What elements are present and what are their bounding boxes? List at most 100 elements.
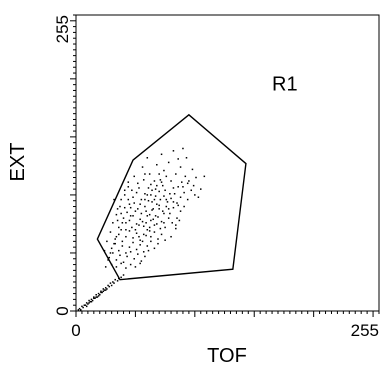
data-point bbox=[150, 235, 152, 238]
gate-label: R1 bbox=[272, 73, 298, 95]
data-point bbox=[167, 161, 170, 164]
data-point bbox=[125, 222, 127, 224]
data-point bbox=[191, 168, 194, 171]
data-point bbox=[160, 220, 163, 223]
data-point bbox=[169, 212, 171, 215]
data-point bbox=[153, 231, 156, 233]
data-point bbox=[131, 189, 133, 192]
data-point bbox=[183, 191, 185, 194]
data-point bbox=[78, 307, 81, 310]
data-point bbox=[112, 281, 114, 283]
data-point bbox=[156, 163, 158, 166]
data-point bbox=[182, 147, 184, 150]
data-point bbox=[167, 217, 170, 219]
data-point bbox=[103, 289, 106, 291]
data-point bbox=[91, 299, 94, 302]
y-axis-label: EXT bbox=[7, 143, 29, 182]
data-point bbox=[119, 205, 121, 208]
data-point bbox=[194, 194, 196, 196]
data-point bbox=[113, 198, 115, 201]
x-axis-minor-ticks bbox=[75, 311, 380, 317]
data-point bbox=[113, 282, 115, 284]
data-point bbox=[128, 246, 131, 248]
data-point bbox=[144, 255, 146, 258]
data-point bbox=[156, 203, 158, 205]
data-point bbox=[192, 184, 195, 187]
plot-frame bbox=[75, 14, 380, 312]
data-point bbox=[87, 303, 89, 305]
data-point bbox=[151, 201, 153, 203]
data-point bbox=[169, 193, 171, 195]
data-point bbox=[83, 304, 86, 306]
data-point bbox=[94, 297, 96, 299]
data-point bbox=[179, 196, 182, 198]
data-point bbox=[150, 183, 152, 186]
data-point bbox=[123, 206, 126, 209]
data-point bbox=[156, 184, 158, 187]
data-point bbox=[127, 186, 130, 188]
data-point bbox=[116, 219, 119, 222]
data-point bbox=[165, 205, 168, 208]
data-point bbox=[115, 266, 118, 268]
data-point bbox=[188, 180, 190, 182]
y-tick-0: 0 bbox=[53, 306, 72, 315]
data-point bbox=[139, 203, 141, 205]
data-point bbox=[161, 184, 164, 187]
data-point bbox=[139, 218, 141, 221]
data-point bbox=[153, 224, 156, 226]
data-point bbox=[163, 212, 165, 215]
data-point bbox=[119, 254, 121, 257]
data-point bbox=[125, 252, 127, 254]
data-point bbox=[131, 226, 133, 229]
data-point bbox=[106, 288, 108, 290]
data-point bbox=[77, 309, 80, 311]
data-point bbox=[157, 242, 159, 245]
data-point bbox=[93, 296, 95, 298]
data-point bbox=[144, 205, 146, 208]
data-point bbox=[107, 259, 109, 261]
data-point bbox=[159, 198, 162, 201]
data-point bbox=[99, 293, 101, 296]
data-point bbox=[151, 209, 153, 211]
x-axis-label: TOF bbox=[207, 345, 247, 367]
data-point bbox=[112, 252, 114, 254]
data-point bbox=[121, 245, 124, 247]
data-point bbox=[157, 216, 159, 218]
data-point bbox=[118, 226, 120, 229]
data-point bbox=[172, 187, 175, 189]
data-point bbox=[93, 297, 95, 299]
data-point bbox=[197, 196, 200, 198]
y-axis-minor-ticks bbox=[70, 14, 76, 312]
x-tick-255: 255 bbox=[351, 321, 379, 340]
data-point bbox=[85, 302, 88, 304]
data-point bbox=[137, 208, 139, 210]
data-point bbox=[163, 222, 165, 224]
data-point bbox=[183, 205, 185, 208]
data-point bbox=[177, 204, 179, 207]
data-point bbox=[148, 230, 151, 232]
data-point bbox=[108, 256, 111, 259]
data-point bbox=[120, 228, 122, 231]
data-point bbox=[146, 157, 149, 159]
x-tick-0: 0 bbox=[71, 321, 80, 340]
data-point bbox=[139, 262, 141, 265]
data-point bbox=[146, 215, 149, 217]
data-point bbox=[148, 226, 151, 229]
data-point bbox=[186, 182, 189, 185]
data-point bbox=[90, 300, 93, 303]
data-point bbox=[100, 290, 102, 293]
data-point bbox=[127, 181, 130, 183]
data-point bbox=[144, 173, 146, 175]
data-point bbox=[122, 274, 125, 276]
data-point bbox=[167, 208, 170, 210]
data-point bbox=[160, 181, 163, 183]
data-point bbox=[142, 225, 145, 228]
data-point bbox=[179, 210, 182, 212]
data-point bbox=[115, 235, 118, 238]
data-point bbox=[141, 240, 144, 243]
data-point bbox=[154, 215, 157, 217]
data-point bbox=[163, 169, 165, 172]
data-point bbox=[106, 240, 108, 243]
data-point bbox=[121, 240, 124, 243]
data-point bbox=[147, 249, 150, 252]
